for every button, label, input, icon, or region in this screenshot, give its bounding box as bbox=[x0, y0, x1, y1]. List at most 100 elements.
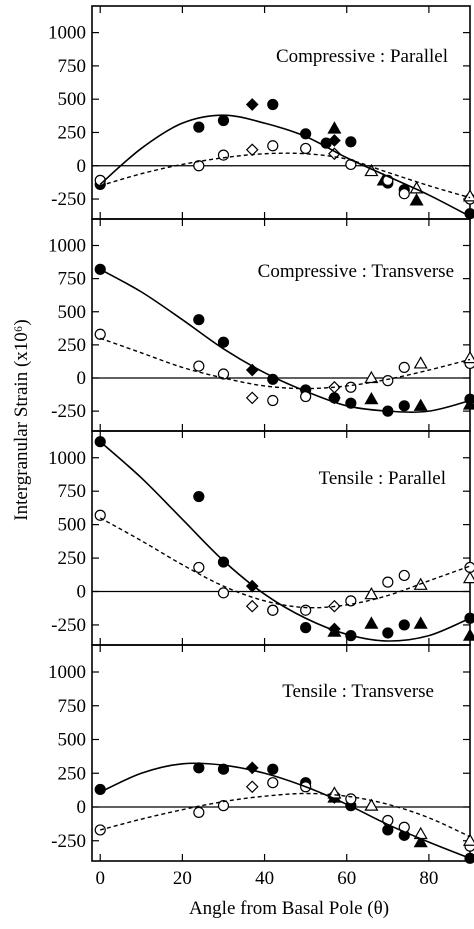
open-circle-point bbox=[267, 777, 279, 789]
open-triangle-point bbox=[413, 356, 428, 369]
open-circle-point bbox=[217, 368, 230, 380]
open-circle-point bbox=[94, 328, 106, 340]
open-circle-point bbox=[300, 142, 312, 155]
open-circle-point bbox=[345, 381, 357, 393]
y-tick-label: 0 bbox=[77, 368, 87, 389]
open-circle-point bbox=[345, 793, 357, 805]
open-diamond-point bbox=[245, 391, 259, 405]
y-tick-label: 1000 bbox=[48, 23, 86, 44]
x-tick-label: 40 bbox=[255, 868, 274, 889]
filled-triangle-point bbox=[413, 398, 428, 411]
y-axis-title: Intergranular Strain (x10⁶) bbox=[11, 319, 32, 521]
y-tick-label: 250 bbox=[58, 335, 87, 356]
filled-circle-point bbox=[398, 400, 410, 412]
filled-triangle-point bbox=[462, 397, 474, 410]
y-tick-label: 750 bbox=[58, 56, 87, 77]
open-circle-point bbox=[94, 509, 106, 521]
panel-1: -250 0 250 500 750 1000 Compressive : Parallel bbox=[48, 5, 474, 220]
open-triangle-point bbox=[462, 833, 474, 846]
panel-frame bbox=[91, 218, 471, 432]
fit-curve-dashed bbox=[100, 792, 471, 838]
filled-triangle-point bbox=[364, 616, 379, 629]
open-diamond-point bbox=[245, 780, 259, 794]
open-triangle-point bbox=[462, 350, 474, 364]
x-tick-label: 20 bbox=[173, 868, 192, 889]
panel-title: Compressive : Parallel bbox=[276, 46, 448, 67]
fit-curve-solid bbox=[99, 114, 471, 218]
y-tick-label: 750 bbox=[58, 269, 87, 290]
y-tick-label: 250 bbox=[58, 548, 87, 569]
filled-circle-point bbox=[193, 314, 205, 326]
open-circle-point bbox=[267, 394, 279, 407]
filled-triangle-point bbox=[413, 616, 428, 629]
x-axis-title: Angle from Basal Pole (θ) bbox=[189, 898, 389, 919]
fit-curve-dashed bbox=[100, 152, 471, 199]
y-tick-label: 0 bbox=[77, 582, 87, 603]
open-circle-point bbox=[398, 361, 410, 373]
open-triangle-point bbox=[364, 370, 379, 384]
open-circle-point bbox=[217, 587, 230, 599]
filled-circle-point bbox=[217, 763, 230, 775]
fit-curve-dashed bbox=[99, 517, 471, 609]
fit-curve-solid bbox=[99, 762, 471, 860]
y-tick-label: 500 bbox=[58, 89, 87, 110]
y-tick-label: -250 bbox=[51, 831, 86, 852]
filled-triangle-point bbox=[327, 121, 342, 134]
open-circle-point bbox=[193, 360, 205, 372]
y-tick-label: 0 bbox=[77, 797, 87, 818]
filled-circle-point bbox=[217, 336, 230, 348]
open-circle-point bbox=[398, 188, 410, 200]
open-circle-point bbox=[382, 576, 394, 588]
y-tick-label: 0 bbox=[77, 156, 87, 177]
open-circle-point bbox=[267, 604, 279, 616]
y-tick-label: -250 bbox=[51, 615, 86, 636]
open-circle-point bbox=[398, 569, 410, 582]
filled-circle-point bbox=[193, 121, 205, 133]
y-tick-label: 500 bbox=[58, 515, 87, 536]
open-circle-point bbox=[193, 806, 205, 819]
filled-diamond-point bbox=[328, 134, 341, 147]
open-circle-point bbox=[300, 604, 312, 616]
y-tick-label: 1000 bbox=[48, 448, 86, 469]
x-tick-label: 80 bbox=[419, 868, 438, 889]
open-circle-point bbox=[382, 375, 394, 387]
panel-title: Tensile : Transverse bbox=[282, 681, 434, 702]
panel-3: -250 0 250 500 750 1000 Tensile : Parallel bbox=[48, 430, 474, 646]
panel-title: Tensile : Parallel bbox=[319, 468, 446, 489]
y-tick-label: -250 bbox=[51, 189, 86, 210]
filled-triangle-point bbox=[413, 834, 428, 848]
filled-circle-point bbox=[193, 762, 205, 774]
fit-curve-solid bbox=[99, 441, 471, 642]
y-tick-label: 750 bbox=[58, 481, 87, 502]
filled-circle-point bbox=[300, 622, 312, 634]
open-circle-point bbox=[217, 800, 230, 812]
open-diamond-point bbox=[245, 143, 259, 157]
filled-diamond-point bbox=[245, 98, 259, 111]
y-tick-label: 500 bbox=[58, 302, 87, 323]
open-circle-point bbox=[193, 160, 205, 172]
x-tick-label: 60 bbox=[337, 868, 356, 889]
filled-circle-point bbox=[345, 136, 357, 148]
panel-2: -250 0 250 500 750 1000 Compressive : Transver… bbox=[48, 218, 474, 432]
panel-frame bbox=[91, 644, 471, 862]
open-triangle-point bbox=[364, 586, 379, 600]
open-diamond-point bbox=[245, 599, 259, 613]
panel-title: Compressive : Transverse bbox=[258, 261, 454, 282]
filled-circle-point bbox=[398, 619, 410, 631]
y-tick-label: -250 bbox=[51, 401, 86, 422]
open-circle-point bbox=[193, 561, 205, 574]
y-tick-label: 500 bbox=[58, 730, 87, 751]
open-triangle-point bbox=[462, 570, 474, 584]
y-tick-label: 250 bbox=[58, 122, 87, 143]
filled-circle-point bbox=[193, 490, 205, 503]
y-tick-label: 1000 bbox=[48, 662, 86, 683]
y-tick-label: 1000 bbox=[48, 236, 86, 257]
open-circle-point bbox=[267, 140, 279, 152]
filled-circle-point bbox=[267, 763, 279, 775]
open-triangle-point bbox=[364, 798, 379, 811]
fit-curve-dashed bbox=[99, 337, 471, 390]
filled-triangle-point bbox=[462, 628, 474, 641]
filled-triangle-point bbox=[364, 391, 379, 405]
